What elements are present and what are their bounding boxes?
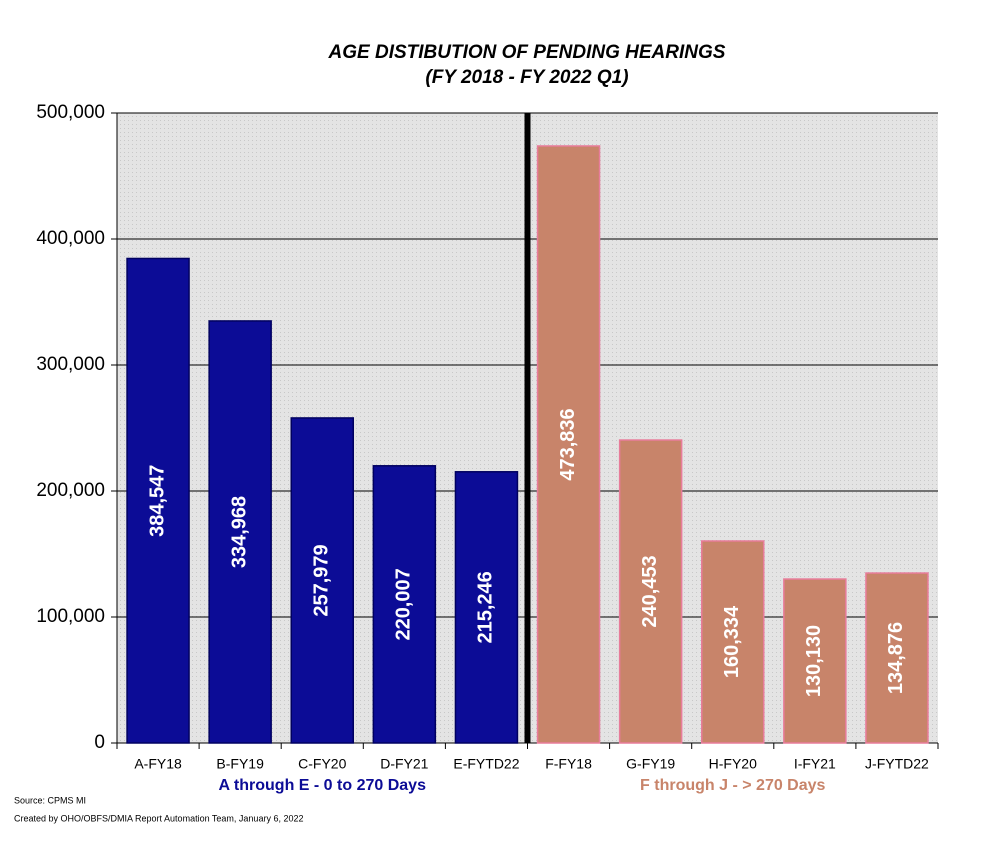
value-label: 334,968	[228, 496, 250, 568]
bar	[536, 145, 601, 744]
y-tick-label: 0	[94, 732, 105, 753]
chart-subtitle: (FY 2018 - FY 2022 Q1)	[425, 67, 628, 88]
source-note: Source: CPMS MI	[14, 795, 86, 805]
value-label: 473,836	[557, 408, 579, 480]
chart-title: AGE DISTIBUTION OF PENDING HEARINGS	[328, 42, 726, 63]
x-tick-label: F-FY18	[545, 756, 592, 772]
x-tick-label: G-FY19	[626, 756, 675, 772]
value-label: 384,547	[146, 465, 168, 537]
credit-note: Created by OHO/OBFS/DMIA Report Automati…	[14, 813, 303, 823]
bar	[865, 572, 929, 744]
bar	[290, 417, 354, 744]
bar	[126, 257, 190, 744]
bar	[208, 320, 272, 744]
x-tick-label: C-FY20	[298, 756, 346, 772]
x-tick-label: I-FY21	[794, 756, 836, 772]
x-tick-label: E-FYTD22	[453, 756, 519, 772]
value-label: 257,979	[311, 544, 333, 616]
x-tick-label: J-FYTD22	[865, 756, 929, 772]
bar	[372, 465, 437, 744]
y-tick-label: 200,000	[36, 480, 105, 501]
x-tick-label: D-FY21	[380, 756, 428, 772]
bar	[783, 578, 847, 744]
x-tick-label: A-FY18	[134, 756, 182, 772]
y-tick-label: 100,000	[36, 606, 105, 627]
bar	[701, 540, 765, 744]
group-label: F through J - > 270 Days	[640, 777, 825, 794]
value-label: 215,246	[475, 571, 497, 643]
y-tick-label: 400,000	[36, 228, 105, 249]
value-label: 240,453	[639, 555, 661, 627]
value-label: 220,007	[393, 568, 415, 640]
bar	[454, 471, 519, 744]
y-tick-label: 300,000	[36, 354, 105, 375]
bar	[618, 439, 683, 744]
value-label: 160,334	[721, 605, 743, 678]
group-label: A through E - 0 to 270 Days	[219, 777, 427, 794]
x-tick-label: B-FY19	[216, 756, 264, 772]
x-tick-label: H-FY20	[709, 756, 757, 772]
value-label: 134,876	[885, 622, 907, 694]
y-tick-label: 500,000	[36, 102, 105, 123]
value-label: 130,130	[803, 625, 825, 697]
